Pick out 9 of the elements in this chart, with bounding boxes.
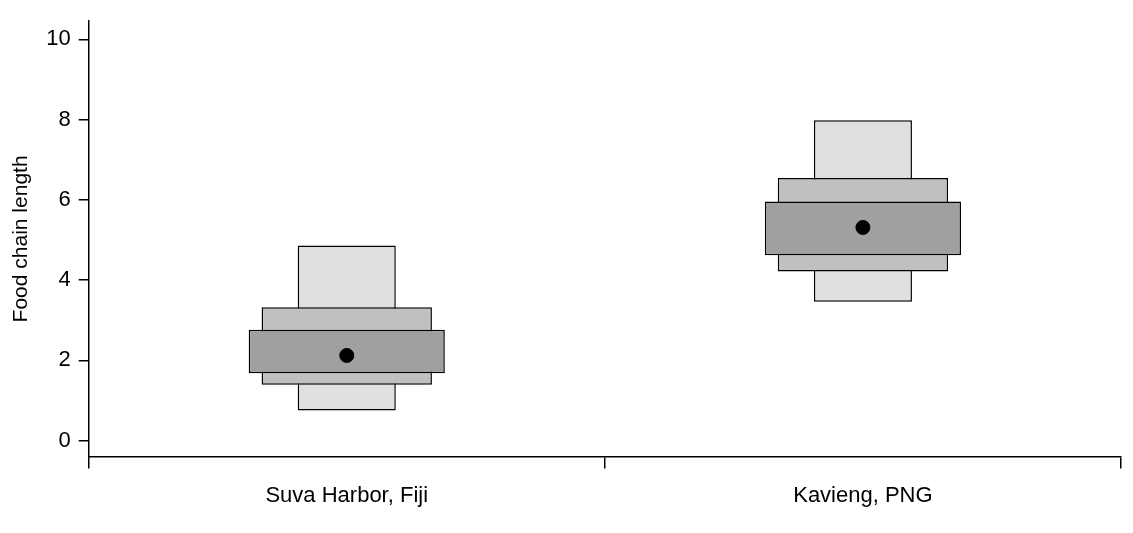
y-tick-label: 4 [58,266,71,292]
y-tick-label: 0 [58,426,71,452]
y-tick-label: 6 [58,185,71,211]
x-tick-label: Suva Harbor, Fiji [265,481,429,507]
y-tick-label: 10 [46,25,71,51]
y-axis-title: Food chain length [8,155,32,323]
x-tick-label: Kavieng, PNG [793,481,933,507]
y-tick-label: 8 [58,105,71,131]
y-tick-label: 2 [58,346,71,372]
